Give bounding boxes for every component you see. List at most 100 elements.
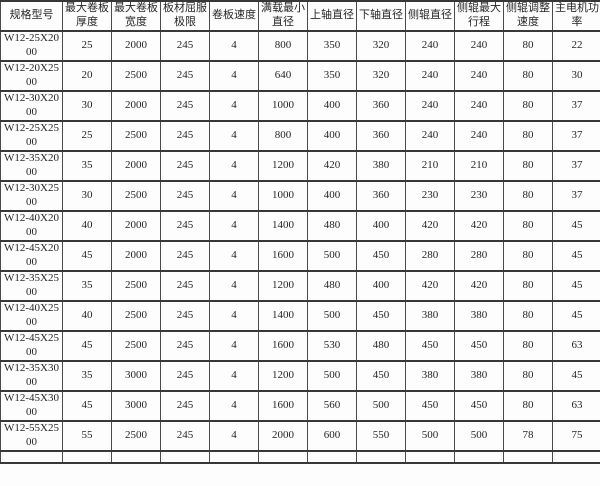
value-cell: 400 bbox=[356, 269, 406, 302]
value-cell: 80 bbox=[503, 29, 553, 62]
value-cell: 240 bbox=[454, 29, 504, 62]
value-cell: 4 bbox=[209, 119, 259, 152]
value-cell: 245 bbox=[160, 209, 210, 242]
column-header: 侧辊最大行程 bbox=[454, 0, 504, 32]
value-cell: 80 bbox=[503, 89, 553, 122]
value-cell: 500 bbox=[307, 359, 357, 392]
model-cell: W12-55X2500 bbox=[0, 419, 63, 452]
empty-cell bbox=[111, 449, 161, 464]
value-cell: 800 bbox=[258, 119, 308, 152]
value-cell: 4 bbox=[209, 359, 259, 392]
empty-cell bbox=[552, 449, 600, 464]
value-cell: 245 bbox=[160, 389, 210, 422]
table-row: W12-40X2000 40 2000 245 4 1400 480 400 420 420 80 4… bbox=[0, 209, 600, 242]
value-cell: 80 bbox=[503, 149, 553, 182]
value-cell: 245 bbox=[160, 299, 210, 332]
value-cell: 4 bbox=[209, 269, 259, 302]
value-cell: 420 bbox=[454, 269, 504, 302]
value-cell: 240 bbox=[405, 89, 455, 122]
value-cell: 30 bbox=[62, 179, 112, 212]
value-cell: 320 bbox=[356, 29, 406, 62]
rolling-machine-spec-table: 规格型号 最大卷板厚度 最大卷板宽度 板材屈服极限 卷板速度 满载最小直径 上轴直径 下轴直径… bbox=[0, 0, 600, 464]
value-cell: 4 bbox=[209, 389, 259, 422]
value-cell: 1400 bbox=[258, 299, 308, 332]
value-cell: 210 bbox=[405, 149, 455, 182]
value-cell: 800 bbox=[258, 29, 308, 62]
value-cell: 4 bbox=[209, 89, 259, 122]
value-cell: 4 bbox=[209, 29, 259, 62]
value-cell: 380 bbox=[454, 359, 504, 392]
value-cell: 240 bbox=[405, 29, 455, 62]
value-cell: 35 bbox=[62, 359, 112, 392]
empty-cell bbox=[405, 449, 455, 464]
value-cell: 230 bbox=[454, 179, 504, 212]
value-cell: 45 bbox=[552, 239, 600, 272]
value-cell: 380 bbox=[405, 359, 455, 392]
model-cell: W12-35X3000 bbox=[0, 359, 63, 392]
value-cell: 240 bbox=[454, 119, 504, 152]
value-cell: 2500 bbox=[111, 299, 161, 332]
table-row: W12-45X3000 45 3000 245 4 1600 560 500 450 450 80 6… bbox=[0, 389, 600, 422]
column-header: 侧辊调整速度 bbox=[503, 0, 553, 32]
model-cell: W12-20X2500 bbox=[0, 59, 63, 92]
value-cell: 245 bbox=[160, 29, 210, 62]
column-header: 满载最小直径 bbox=[258, 0, 308, 32]
value-cell: 37 bbox=[552, 119, 600, 152]
value-cell: 360 bbox=[356, 119, 406, 152]
value-cell: 37 bbox=[552, 89, 600, 122]
value-cell: 350 bbox=[307, 29, 357, 62]
column-header: 规格型号 bbox=[0, 0, 63, 32]
value-cell: 1200 bbox=[258, 149, 308, 182]
value-cell: 480 bbox=[356, 329, 406, 362]
value-cell: 4 bbox=[209, 179, 259, 212]
table-row: W12-40X2500 40 2500 245 4 1400 500 450 380 380 80 4… bbox=[0, 299, 600, 332]
value-cell: 4 bbox=[209, 209, 259, 242]
value-cell: 80 bbox=[503, 329, 553, 362]
empty-cell bbox=[0, 449, 63, 464]
value-cell: 550 bbox=[356, 419, 406, 452]
value-cell: 360 bbox=[356, 89, 406, 122]
value-cell: 45 bbox=[552, 269, 600, 302]
column-header: 卷板速度 bbox=[209, 0, 259, 32]
value-cell: 245 bbox=[160, 59, 210, 92]
value-cell: 1200 bbox=[258, 359, 308, 392]
value-cell: 4 bbox=[209, 299, 259, 332]
value-cell: 1000 bbox=[258, 89, 308, 122]
table-row: W12-35X2500 35 2500 245 4 1200 480 400 420 420 80 4… bbox=[0, 269, 600, 302]
model-cell: W12-35X2000 bbox=[0, 149, 63, 182]
table-row-partial bbox=[0, 449, 600, 464]
value-cell: 350 bbox=[307, 59, 357, 92]
value-cell: 230 bbox=[405, 179, 455, 212]
value-cell: 280 bbox=[405, 239, 455, 272]
value-cell: 245 bbox=[160, 359, 210, 392]
model-cell: W12-40X2000 bbox=[0, 209, 63, 242]
value-cell: 80 bbox=[503, 299, 553, 332]
value-cell: 25 bbox=[62, 119, 112, 152]
value-cell: 2500 bbox=[111, 119, 161, 152]
value-cell: 245 bbox=[160, 179, 210, 212]
value-cell: 2000 bbox=[111, 29, 161, 62]
empty-cell bbox=[62, 449, 112, 464]
value-cell: 500 bbox=[405, 419, 455, 452]
empty-cell bbox=[258, 449, 308, 464]
model-cell: W12-45X3000 bbox=[0, 389, 63, 422]
value-cell: 2000 bbox=[111, 149, 161, 182]
value-cell: 80 bbox=[503, 239, 553, 272]
value-cell: 22 bbox=[552, 29, 600, 62]
value-cell: 45 bbox=[62, 329, 112, 362]
table-row: W12-35X3000 35 3000 245 4 1200 500 450 380 380 80 4… bbox=[0, 359, 600, 392]
model-cell: W12-25X2000 bbox=[0, 29, 63, 62]
value-cell: 2000 bbox=[111, 89, 161, 122]
value-cell: 245 bbox=[160, 89, 210, 122]
value-cell: 500 bbox=[307, 299, 357, 332]
table-row: W12-35X2000 35 2000 245 4 1200 420 380 210 210 80 3… bbox=[0, 149, 600, 182]
value-cell: 560 bbox=[307, 389, 357, 422]
value-cell: 4 bbox=[209, 329, 259, 362]
table-header-row: 规格型号 最大卷板厚度 最大卷板宽度 板材屈服极限 卷板速度 满载最小直径 上轴直径 下轴直径… bbox=[0, 0, 600, 32]
value-cell: 450 bbox=[454, 329, 504, 362]
value-cell: 600 bbox=[307, 419, 357, 452]
empty-cell bbox=[454, 449, 504, 464]
column-header: 下轴直径 bbox=[356, 0, 406, 32]
value-cell: 4 bbox=[209, 239, 259, 272]
model-cell: W12-35X2500 bbox=[0, 269, 63, 302]
